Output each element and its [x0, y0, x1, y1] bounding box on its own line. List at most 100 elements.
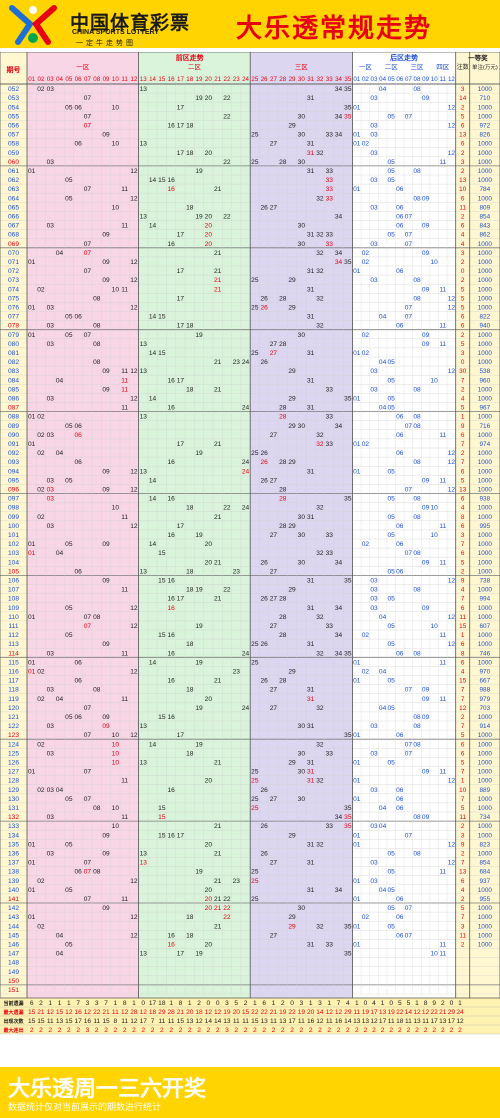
front-ball: 19	[195, 214, 203, 221]
prize-amount: 979	[480, 696, 491, 703]
front-ball: 10	[112, 104, 120, 111]
prize-amount: 667	[480, 678, 491, 685]
summary-value: 11	[168, 1018, 175, 1025]
front-ball: 33	[326, 132, 334, 139]
back-ball: 03	[370, 823, 378, 830]
prize-amount: 955	[480, 896, 491, 903]
prize-amount: 1000	[478, 541, 493, 548]
period-number: 131	[8, 805, 19, 812]
back-ball: 04	[379, 805, 387, 812]
summary-value: 2	[309, 1027, 313, 1034]
prize-amount: 826	[480, 132, 491, 139]
front-ball: 15	[158, 177, 166, 184]
front-ball: 29	[288, 123, 296, 130]
front-ball: 24	[242, 650, 250, 657]
prize-count: 2	[461, 942, 465, 949]
back-ball: 07	[405, 932, 413, 939]
front-ball: 17	[177, 523, 185, 530]
front-ball: 21	[214, 596, 222, 603]
summary-value: 3	[95, 1000, 99, 1007]
back-ball: 08	[413, 714, 421, 721]
front-ball: 19	[195, 659, 203, 666]
front-ball: 32	[316, 250, 324, 257]
back-ball: 11	[439, 341, 446, 348]
front-number-header: 16	[168, 76, 175, 83]
prize-amount-header: 单注(万元)	[472, 63, 498, 71]
back-ball: 04	[379, 314, 387, 321]
front-ball: 06	[74, 869, 82, 876]
summary-value: 7	[76, 1000, 80, 1007]
back-ball: 06	[396, 223, 404, 230]
front-ball: 34	[335, 259, 343, 266]
back-ball: 09	[422, 477, 430, 484]
period-number: 101	[8, 532, 19, 539]
front-ball: 23	[233, 669, 241, 676]
front-ball: 26	[260, 450, 268, 457]
front-ball: 21	[214, 277, 222, 284]
front-ball: 13	[140, 368, 148, 375]
prize-amount: 1000	[478, 177, 493, 184]
summary-value: 2	[197, 1027, 201, 1034]
front-ball: 12	[130, 878, 138, 885]
prize-count: 5	[461, 732, 465, 739]
front-ball: 35	[344, 578, 352, 585]
front-ball: 12	[130, 914, 138, 921]
summary-value: 2	[281, 1000, 285, 1007]
front-ball: 27	[270, 687, 278, 694]
back-ball: 03	[370, 150, 378, 157]
front-ball: 05	[65, 714, 73, 721]
front-ball: 05	[65, 605, 73, 612]
summary-value: 22	[396, 1009, 404, 1016]
front-ball: 16	[167, 932, 175, 939]
front-ball: 03	[47, 432, 55, 439]
summary-value: 12	[456, 1018, 464, 1025]
front-ball: 06	[74, 314, 82, 321]
prize-amount: 1000	[478, 295, 493, 302]
back-ball: 05	[388, 623, 396, 630]
prize-count: 3	[461, 250, 465, 257]
back-ball: 08	[413, 814, 421, 821]
summary-value: 2	[290, 1027, 294, 1034]
front-number-header: 34	[335, 76, 342, 83]
front-ball: 11	[121, 223, 128, 230]
prize-count: 5	[461, 477, 465, 484]
back-ball: 03	[370, 204, 378, 211]
period-number: 094	[8, 468, 19, 475]
summary-value: 7	[104, 1000, 108, 1007]
front-ball: 21	[214, 851, 222, 858]
prize-amount: 967	[480, 405, 491, 412]
back-ball: 11	[439, 869, 446, 876]
back-ball: 03	[370, 587, 378, 594]
front-ball: 30	[298, 796, 306, 803]
front-ball: 14	[149, 177, 157, 184]
back-ball: 12	[448, 641, 456, 648]
summary-value: 3	[86, 1027, 90, 1034]
front-number-header: 33	[326, 76, 333, 83]
front-ball: 29	[288, 832, 296, 839]
front-ball: 06	[74, 104, 82, 111]
front-ball: 16	[167, 832, 175, 839]
back-ball: 11	[439, 942, 446, 949]
front-ball: 20	[205, 559, 213, 566]
back-ball: 07	[405, 750, 413, 757]
back-ball: 03	[370, 750, 378, 757]
back-ball: 10	[431, 505, 439, 512]
front-ball: 01	[28, 414, 36, 421]
prize-amount: 1000	[478, 86, 493, 93]
back-ball: 03	[370, 95, 378, 102]
summary-value: 28	[167, 1009, 175, 1016]
front-ball: 17	[177, 295, 185, 302]
back-ball: 04	[379, 705, 387, 712]
front-ball: 28	[279, 341, 287, 348]
front-ball: 04	[56, 250, 64, 257]
front-ball: 17	[177, 732, 185, 739]
summary-value: 18	[396, 1018, 404, 1025]
summary-value: 2	[234, 1027, 238, 1034]
front-ball: 12	[130, 396, 138, 403]
period-number: 107	[8, 587, 19, 594]
front-ball: 32	[316, 923, 324, 930]
summary-value: 14	[214, 1018, 222, 1025]
front-ball: 35	[344, 805, 352, 812]
front-ball: 11	[121, 405, 128, 412]
prize-count: 11	[459, 204, 466, 211]
